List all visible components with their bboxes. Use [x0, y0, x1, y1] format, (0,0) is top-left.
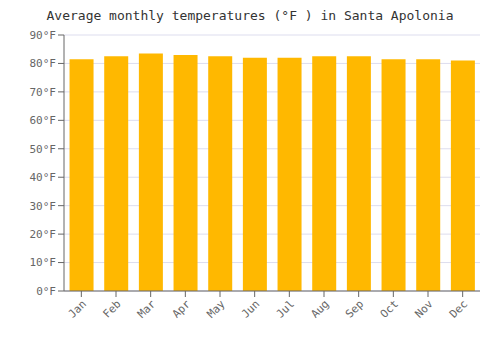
svg-text:80°F: 80°F — [30, 57, 57, 70]
svg-text:90°F: 90°F — [30, 29, 57, 42]
svg-text:50°F: 50°F — [30, 143, 57, 156]
svg-text:Aug: Aug — [308, 297, 331, 320]
svg-text:10°F: 10°F — [30, 256, 57, 269]
svg-text:Apr: Apr — [170, 297, 194, 321]
svg-text:Dec: Dec — [447, 297, 470, 320]
svg-text:Jul: Jul — [274, 297, 297, 320]
svg-text:Sep: Sep — [343, 297, 366, 320]
svg-text:Oct: Oct — [378, 297, 401, 320]
html-text:Average monthly temperatures (: Average monthly temperatures (°F ) in Sa… — [46, 8, 454, 23]
svg-text:Nov: Nov — [412, 297, 436, 321]
svg-text:Feb: Feb — [100, 297, 123, 320]
svg-text:40°F: 40°F — [30, 171, 57, 184]
svg-text:May: May — [204, 297, 228, 321]
svg-text:0°F: 0°F — [36, 285, 56, 298]
svg-text:20°F: 20°F — [30, 228, 57, 241]
svg-text:Jan: Jan — [66, 297, 89, 320]
svg-text:Mar: Mar — [135, 297, 159, 321]
svg-text:Jun: Jun — [239, 297, 262, 320]
svg-text:30°F: 30°F — [30, 200, 57, 213]
svg-text:60°F: 60°F — [30, 114, 57, 127]
svg-text:70°F: 70°F — [30, 86, 57, 99]
